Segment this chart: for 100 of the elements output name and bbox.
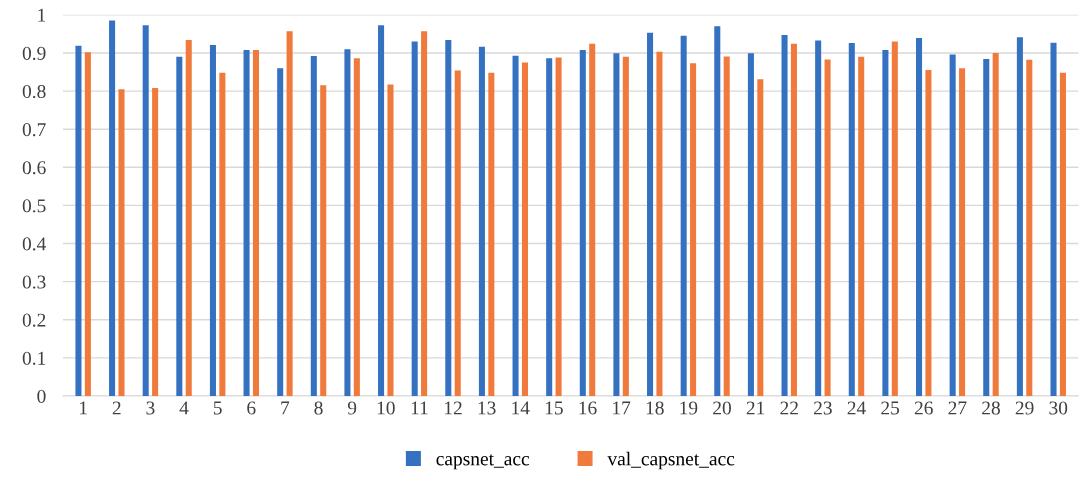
bar [546, 58, 553, 396]
x-tick-label: 23 [814, 401, 832, 415]
bar [790, 43, 797, 396]
bar [848, 43, 855, 396]
bar [714, 26, 721, 396]
x-tick-label: 17 [613, 401, 631, 415]
y-tick-label: 0.6 [22, 161, 46, 175]
bar [925, 70, 932, 396]
bar [757, 79, 764, 396]
x-tick-label: 5 [213, 401, 222, 415]
bar [387, 84, 394, 396]
bar [1059, 72, 1066, 396]
x-tick-label: 10 [377, 401, 395, 415]
bar [1026, 59, 1033, 396]
bar [512, 55, 519, 396]
x-tick-label: 6 [247, 401, 256, 415]
bar [277, 68, 284, 396]
x-tick-label: 15 [545, 401, 563, 415]
bar [521, 62, 528, 396]
bar [680, 35, 687, 396]
x-tick-label: 28 [982, 401, 1000, 415]
x-tick-label: 3 [146, 401, 155, 415]
x-tick-label: 12 [445, 401, 462, 415]
bar [185, 40, 192, 396]
bar [421, 31, 428, 396]
x-tick-label: 25 [881, 401, 900, 415]
bar [209, 44, 216, 396]
bar [1016, 37, 1023, 396]
legend-label: val_capsnet_acc [607, 451, 735, 470]
x-tick-label: 8 [314, 401, 323, 415]
bar [286, 31, 293, 396]
legend-label: capsnet_acc [436, 454, 530, 470]
bar [109, 20, 116, 396]
bar [747, 53, 754, 396]
x-tick-label: 18 [646, 401, 664, 415]
bar [152, 88, 159, 396]
x-tick-label: 22 [780, 401, 798, 415]
y-tick-label: 0.1 [22, 351, 46, 365]
y-tick-label: 0.8 [22, 84, 46, 99]
bar [815, 40, 822, 396]
bar [378, 25, 385, 396]
bar [353, 58, 360, 396]
y-tick-label: 0.4 [22, 237, 47, 251]
bar [488, 72, 495, 396]
bar [579, 49, 586, 396]
bar [916, 38, 923, 396]
y-tick-label: 0.2 [22, 313, 46, 327]
bar [219, 72, 226, 396]
bar [858, 56, 865, 396]
x-tick-label: 2 [112, 401, 121, 415]
x-tick-label: 7 [281, 401, 290, 415]
bar [75, 45, 82, 396]
bar [647, 32, 654, 396]
bar [613, 53, 620, 396]
y-tick-label: 0.5 [22, 199, 46, 213]
x-tick-label: 11 [411, 401, 428, 415]
bar [1050, 42, 1057, 396]
bar [882, 49, 889, 396]
bar [824, 59, 831, 396]
bar [781, 35, 788, 396]
x-tick-label: 24 [847, 401, 866, 415]
bar [478, 46, 485, 396]
bar [723, 56, 730, 396]
y-tick-label: 0.9 [22, 46, 46, 60]
bar [310, 56, 317, 396]
x-tick-label: 4 [179, 401, 189, 415]
x-tick-label: 14 [512, 401, 530, 415]
x-tick-label: 1 [80, 401, 87, 415]
x-tick-label: 30 [1049, 401, 1068, 415]
bar [118, 89, 125, 396]
bar [445, 40, 452, 396]
bar [959, 68, 966, 396]
x-tick-label: 29 [1015, 401, 1034, 415]
bar [454, 70, 461, 396]
bar [983, 59, 990, 396]
bar [992, 52, 999, 396]
x-tick-label: 26 [914, 401, 933, 415]
bar [84, 52, 91, 396]
bar [344, 49, 351, 396]
bar [589, 43, 596, 396]
x-tick-label: 13 [478, 401, 496, 415]
bar [320, 85, 327, 396]
y-tick-label: 0 [37, 389, 46, 403]
bar [142, 25, 149, 396]
bar [622, 56, 629, 396]
x-tick-label: 27 [948, 401, 967, 415]
bar [656, 51, 663, 396]
bar [252, 49, 260, 396]
x-tick-label: 21 [746, 401, 765, 415]
bar [555, 57, 562, 396]
x-tick-label: 19 [680, 401, 698, 415]
y-tick-label: 1 [38, 8, 46, 22]
bar [176, 56, 183, 396]
bar [891, 41, 898, 396]
x-tick-label: 9 [347, 401, 357, 415]
y-tick-label: 0.3 [22, 275, 46, 289]
bar [411, 41, 418, 396]
bar [243, 49, 250, 396]
x-tick-label: 16 [579, 401, 597, 415]
bar [949, 54, 956, 396]
